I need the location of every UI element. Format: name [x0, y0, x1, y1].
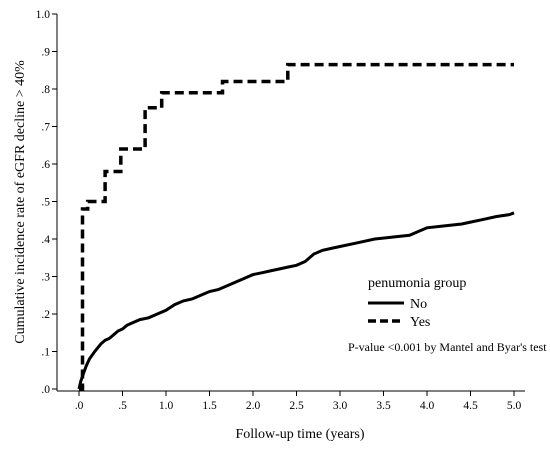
x-tick-label: .5	[118, 400, 127, 412]
y-tick-label: .5	[41, 197, 50, 209]
x-tick-label: 1.0	[159, 400, 174, 412]
series-layer	[77, 62, 515, 391]
x-axis-label: Follow-up time (years)	[235, 427, 364, 442]
y-tick-label: .1	[41, 347, 50, 359]
x-tick-label: 2.0	[246, 400, 261, 412]
x-tick-label: .0	[75, 400, 84, 412]
y-tick-label: .2	[41, 309, 50, 321]
ticks: .0 .5 1.0 1.5 2.0 2.5 3.0 3.5 4.0 4.5 5.0 .0 .1 .2 .3.…	[36, 9, 522, 412]
legend-label-yes: Yes	[410, 315, 430, 330]
legend-title: penumonia group	[368, 276, 466, 291]
x-tick-label: 3.0	[333, 400, 348, 412]
y-tick-label: .0	[41, 384, 50, 396]
y-tick-label: .4	[41, 234, 50, 246]
legend: penumonia group No Yes	[368, 276, 466, 330]
series-line-no	[77, 211, 515, 390]
x-tick-label: 4.5	[463, 400, 478, 412]
p-value-annotation: P-value <0.001 by Mantel and Byar's test	[348, 340, 547, 354]
y-tick-label: .7	[41, 122, 50, 134]
y-tick-label: .3	[41, 272, 50, 284]
x-tick-label: 5.0	[507, 400, 522, 412]
y-tick-label: .6	[41, 159, 50, 171]
x-tick-label: 4.0	[420, 400, 435, 412]
y-tick-label: 1.0	[36, 9, 51, 21]
series-line-yes	[79, 62, 514, 391]
y-axis-label: Cumulative incidence rate of eGFR declin…	[13, 60, 28, 344]
axes	[56, 14, 525, 392]
x-tick-label: 1.5	[202, 400, 217, 412]
y-tick-label: .9	[41, 47, 50, 59]
y-tick-label: .8	[41, 84, 50, 96]
legend-label-no: No	[410, 297, 427, 312]
x-tick-label: 2.5	[289, 400, 304, 412]
x-tick-label: 3.5	[376, 400, 391, 412]
